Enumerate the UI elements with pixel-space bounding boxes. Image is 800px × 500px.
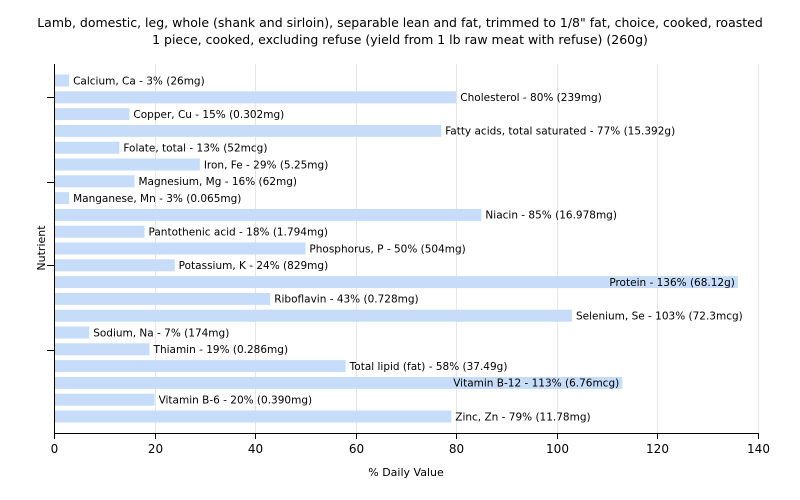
- bar-label: Riboflavin - 43% (0.728mg): [274, 294, 418, 306]
- bar-label: Fatty acids, total saturated - 77% (15.3…: [445, 126, 675, 138]
- bar-label: Selenium, Se - 103% (72.3mcg): [576, 311, 743, 323]
- bar-label: Potassium, K - 24% (829mg): [179, 260, 329, 272]
- bar: [55, 225, 145, 238]
- x-tick-label: 0: [51, 442, 59, 456]
- x-tick-label: 60: [349, 442, 364, 456]
- bar: [55, 208, 482, 221]
- bar: [55, 175, 135, 188]
- bar-label: Pantothenic acid - 18% (1.794mg): [149, 227, 328, 239]
- bar: [55, 158, 200, 171]
- bar: [55, 360, 346, 373]
- bar-label: Vitamin B-12 - 113% (6.76mcg): [453, 378, 619, 390]
- chart-title-line-1: Lamb, domestic, leg, whole (shank and si…: [37, 15, 763, 30]
- bar-label: Calcium, Ca - 3% (26mg): [73, 75, 205, 87]
- bar: [55, 393, 155, 406]
- bar: [55, 343, 150, 356]
- bar-label: Cholesterol - 80% (239mg): [460, 92, 602, 104]
- bar: [55, 242, 306, 255]
- bar-label: Total lipid (fat) - 58% (37.49g): [349, 361, 508, 373]
- bar-label: Copper, Cu - 15% (0.302mg): [133, 109, 284, 121]
- bar: [55, 309, 572, 322]
- bar-label: Magnesium, Mg - 16% (62mg): [138, 176, 297, 188]
- bar-label: Manganese, Mn - 3% (0.065mg): [73, 193, 241, 205]
- bar: [55, 108, 130, 121]
- x-tick-label: 80: [449, 442, 464, 456]
- x-tick-label: 120: [646, 442, 669, 456]
- bar: [55, 124, 442, 137]
- bar: [55, 292, 271, 305]
- x-tick-label: 100: [546, 442, 569, 456]
- bar-label: Thiamin - 19% (0.286mg): [153, 344, 289, 356]
- bar-label: Vitamin B-6 - 20% (0.390mg): [159, 395, 313, 407]
- chart-title-line-2: 1 piece, cooked, excluding refuse (yield…: [152, 32, 648, 47]
- bar: [55, 192, 70, 205]
- x-tick-label: 140: [747, 442, 770, 456]
- axes-group: 0 20 40 60 80 100 120 140: [47, 64, 770, 456]
- bar-label: Folate, total - 13% (52mcg): [123, 143, 267, 155]
- bar-label: Phosphorus, P - 50% (504mg): [309, 243, 465, 255]
- bars-group: Calcium, Ca - 3% (26mg) Cholesterol - 80%…: [55, 74, 743, 423]
- bar-label: Zinc, Zn - 79% (11.78mg): [455, 411, 590, 423]
- bar-label: Niacin - 85% (16.978mg): [485, 210, 617, 222]
- bar-label: Iron, Fe - 29% (5.25mg): [204, 159, 328, 171]
- y-axis-title: Nutrient: [35, 225, 48, 271]
- bar: [55, 326, 90, 339]
- bar: [55, 276, 738, 289]
- bar: [55, 74, 70, 87]
- x-tick-label: 20: [148, 442, 163, 456]
- bar: [55, 376, 623, 389]
- bar-label: Sodium, Na - 7% (174mg): [93, 327, 229, 339]
- bar: [55, 141, 120, 154]
- bar: [55, 410, 452, 423]
- bar: [55, 259, 175, 272]
- bar-label: Protein - 136% (68.12g): [609, 277, 735, 289]
- x-tick-label: 40: [248, 442, 263, 456]
- x-axis-title: % Daily Value: [368, 466, 444, 479]
- bar: [55, 91, 457, 104]
